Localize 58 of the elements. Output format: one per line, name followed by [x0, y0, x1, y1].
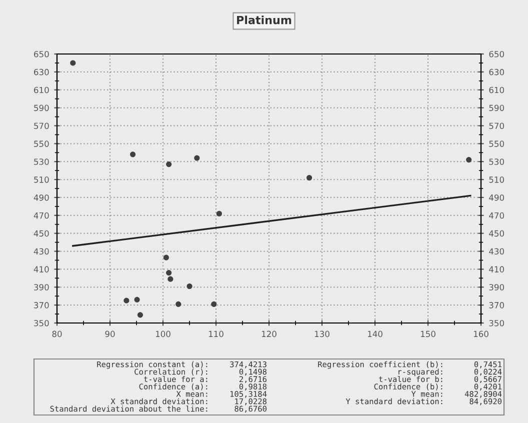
y2-tick-label: 570 — [489, 122, 504, 130]
point — [70, 60, 76, 66]
y2-tick-label: 350 — [489, 320, 504, 326]
point — [186, 283, 192, 290]
x-tick-label: 80 — [52, 330, 62, 338]
x-tick-label: 120 — [262, 330, 276, 338]
y2-tick-label: 530 — [489, 158, 504, 165]
y2-tick-label: 450 — [489, 230, 504, 237]
point — [176, 301, 182, 307]
x-tick-label: 160 — [474, 330, 488, 338]
point — [163, 254, 169, 260]
y-tick-label: 570 — [34, 122, 49, 130]
point — [166, 270, 172, 276]
point — [168, 276, 174, 282]
y-tick-label: 650 — [34, 50, 49, 58]
y2-tick-label: 490 — [489, 194, 504, 201]
y2-tick-label: 390 — [489, 284, 504, 290]
y2-tick-label: 470 — [489, 212, 504, 219]
point — [194, 155, 200, 161]
y-tick-label: 550 — [34, 140, 49, 147]
y2-tick-label: 550 — [489, 140, 504, 147]
y-tick-label: 370 — [34, 302, 49, 308]
y2-tick-label: 590 — [489, 104, 504, 112]
point — [124, 298, 130, 304]
y-tick-label: 590 — [34, 104, 49, 112]
y2-tick-label: 430 — [489, 248, 504, 255]
x-tick-label: 100 — [156, 330, 170, 338]
y-tick-label: 390 — [34, 284, 49, 290]
y-tick-label: 630 — [34, 68, 49, 76]
x-tick-label: 130 — [314, 330, 330, 338]
x-tick-label: 140 — [368, 330, 382, 338]
point — [216, 210, 222, 216]
point — [166, 162, 172, 168]
y-tick-label: 470 — [34, 212, 49, 219]
point — [134, 296, 140, 302]
y-tick-label: 450 — [34, 230, 49, 237]
y2-tick-label: 650 — [489, 50, 504, 58]
y-tick-label: 430 — [34, 248, 49, 255]
x-tick-label: 110 — [208, 330, 224, 338]
y-tick-label: 410 — [34, 266, 49, 272]
y-tick-label: 530 — [34, 158, 49, 165]
y-tick-label: 490 — [34, 194, 49, 201]
chart-title: Platinum — [237, 16, 292, 24]
y2-tick-label: 510 — [489, 176, 504, 183]
point — [130, 152, 136, 158]
y2-tick-label: 610 — [489, 86, 504, 94]
y-tick-label: 350 — [34, 320, 49, 326]
point — [137, 312, 143, 318]
y-tick-label: 510 — [34, 176, 49, 183]
y-tick-label: 610 — [34, 86, 49, 94]
y2-tick-label: 370 — [489, 302, 504, 308]
y2-tick-label: 410 — [489, 266, 504, 272]
point — [211, 301, 217, 307]
point — [306, 174, 312, 181]
point — [466, 157, 472, 163]
y2-tick-label: 630 — [489, 68, 504, 76]
x-tick-label: 90 — [105, 330, 115, 338]
x-tick-label: 150 — [420, 330, 436, 338]
